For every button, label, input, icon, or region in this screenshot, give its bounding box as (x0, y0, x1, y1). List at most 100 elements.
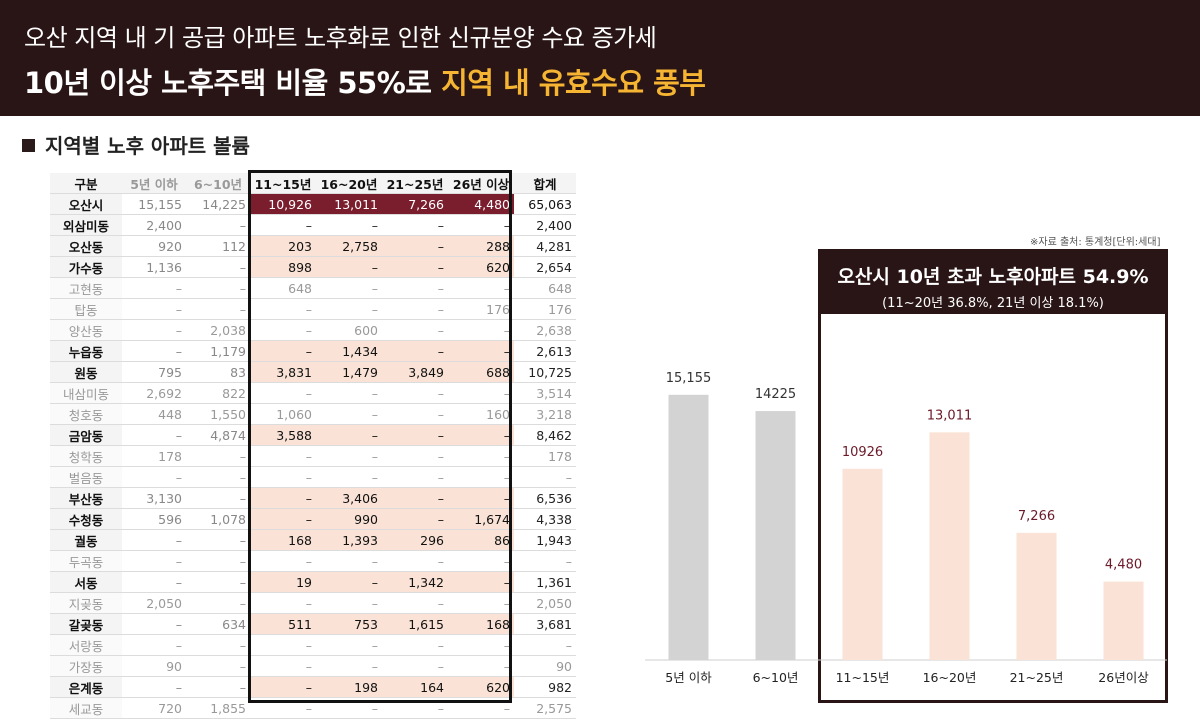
table-cell: – (186, 550, 250, 572)
table-cell: 112 (186, 235, 250, 257)
row-name: 수청동 (50, 508, 122, 530)
table-cell: – (122, 676, 186, 698)
table-cell: 203 (250, 235, 316, 257)
table-cell: – (448, 550, 514, 572)
table-cell: 2,050 (514, 592, 576, 614)
table-cell: 648 (514, 277, 576, 299)
table-cell: – (186, 298, 250, 320)
table-row: 고현동 – –648– – –648 (50, 277, 576, 299)
table-row: 세교동 720 1,855– – – –2,575 (50, 697, 576, 719)
table-cell: 14,225 (186, 193, 250, 215)
bar (1016, 532, 1057, 660)
table-cell: 1,943 (514, 529, 576, 551)
row-name: 갈곶동 (50, 613, 122, 635)
table-cell: – (382, 214, 448, 236)
table-cell: 10,926 (250, 193, 316, 215)
table-row: 청학동 178– – – – –178 (50, 445, 576, 467)
table-cell: 634 (186, 613, 250, 635)
table-cell: – (250, 550, 316, 572)
table-cell: – (250, 697, 316, 719)
table-cell: – (250, 676, 316, 698)
header-banner: 오산 지역 내 기 공급 아파트 노후화로 인한 신규분양 수요 증가세 10년… (0, 0, 1200, 116)
table-row: 양산동 –2,038–600– –2,638 (50, 319, 576, 341)
table-cell: 4,281 (514, 235, 576, 257)
row-name: 서동 (50, 571, 122, 593)
table-cell: 596 (122, 508, 186, 530)
header-line2-plain: 10년 이상 노후주택 비율 55%로 (24, 66, 442, 100)
table-cell: 3,218 (514, 403, 576, 425)
table-cell: – (186, 529, 250, 551)
highlight-box-header: 오산시 10년 초과 노후아파트 54.9% (11~20년 36.8%, 21… (821, 252, 1165, 314)
table-cell: – (448, 382, 514, 404)
table-row: 오산동 920 112 203 2,758–288 4,281 (50, 235, 576, 257)
table-cell: 86 (448, 529, 514, 551)
table-header-cell: 6~10년 (186, 173, 250, 194)
x-tick-label: 26년이상 (1098, 670, 1149, 685)
table-cell: 795 (122, 361, 186, 383)
table-cell: – (250, 655, 316, 677)
square-bullet-icon (22, 139, 35, 152)
table-cell: 600 (316, 319, 382, 341)
table-cell: 2,654 (514, 256, 576, 278)
table-cell: – (186, 445, 250, 467)
table-cell: 164 (382, 676, 448, 698)
table-cell: 90 (122, 655, 186, 677)
bar (755, 411, 796, 660)
table-cell: 822 (186, 382, 250, 404)
table-cell: 3,681 (514, 613, 576, 635)
table-header-cell: 5년 이하 (122, 173, 186, 194)
table-cell: – (514, 466, 576, 488)
table-cell: – (122, 466, 186, 488)
table-cell: – (382, 340, 448, 362)
table-cell: – (122, 319, 186, 341)
table-cell: 2,575 (514, 697, 576, 719)
table-row: 내삼미동 2,692 822– – – –3,514 (50, 382, 576, 404)
bar (668, 394, 709, 660)
table-cell: – (382, 298, 448, 320)
table-cell: – (448, 277, 514, 299)
table-cell: – (186, 466, 250, 488)
table-cell: – (186, 214, 250, 236)
bar-value-label: 15,155 (666, 371, 712, 386)
bar-value-label: 4,480 (1105, 558, 1142, 573)
table-header-cell: 합계 (514, 173, 576, 194)
table-cell: 898 (250, 256, 316, 278)
table-row: 벌음동 – – – – – – – (50, 466, 576, 488)
bar-chart: 15,155 5년 이하 14225 6~10년 10926 11~15년 13,011 16… (645, 371, 1167, 685)
row-name: 벌음동 (50, 466, 122, 488)
table-cell: 198 (316, 676, 382, 698)
table-row: 가수동 1,136–898– –620 2,654 (50, 256, 576, 278)
table-cell: – (316, 382, 382, 404)
row-name: 은계동 (50, 676, 122, 698)
table-row: 오산시 15,155 14,225 10,926 13,011 7,266 4,480 65,… (50, 193, 576, 215)
table-header-cell: 21~25년 (382, 173, 448, 194)
bar (1103, 581, 1144, 660)
table-cell: – (448, 340, 514, 362)
table-cell: 1,078 (186, 508, 250, 530)
table-cell: 65,063 (514, 193, 576, 215)
table-cell: – (122, 277, 186, 299)
table-row: 외삼미동 2,400– – – – –2,400 (50, 214, 576, 236)
table-cell: – (382, 550, 448, 572)
highlight-box: 오산시 10년 초과 노후아파트 54.9% (11~20년 36.8%, 21… (818, 249, 1168, 703)
table-cell: 2,613 (514, 340, 576, 362)
table-cell: 1,855 (186, 697, 250, 719)
table-cell: – (316, 697, 382, 719)
row-name: 누읍동 (50, 340, 122, 362)
table-cell: – (250, 508, 316, 530)
table-cell: – (448, 319, 514, 341)
x-tick-label: 11~15년 (836, 670, 890, 685)
bar (842, 468, 883, 660)
table-row: 서동 – –19–1,342–1,361 (50, 571, 576, 593)
table-cell: 1,674 (448, 508, 514, 530)
row-name: 세교동 (50, 697, 122, 719)
x-tick-label: 16~20년 (923, 670, 977, 685)
table-cell: 15,155 (122, 193, 186, 215)
table-cell: – (382, 655, 448, 677)
table-cell: 3,406 (316, 487, 382, 509)
table-cell: – (316, 655, 382, 677)
table-cell: – (316, 550, 382, 572)
table-cell: 3,588 (250, 424, 316, 446)
table-cell: 982 (514, 676, 576, 698)
table-cell: – (448, 634, 514, 656)
